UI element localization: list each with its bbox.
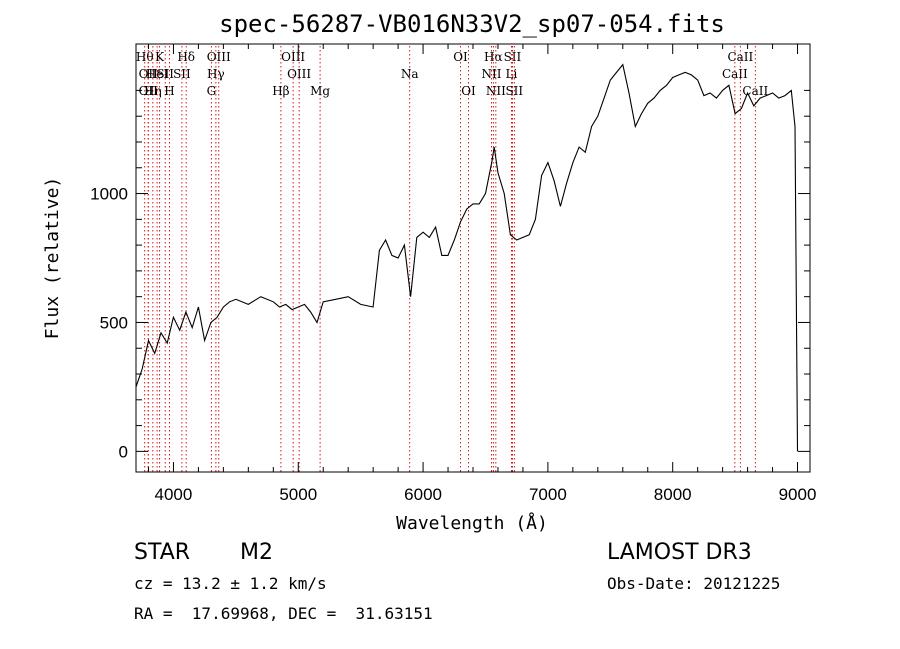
spectral-line-label: NII	[486, 84, 506, 98]
spectral-line-label: Hβ	[272, 84, 289, 98]
spectral-line-label: CaII	[722, 67, 748, 81]
axis-ticks: 4000 5000 6000 7000 8000 9000 0 500 1000	[90, 44, 816, 504]
spectral-line-label: SII	[173, 67, 191, 81]
spectral-line-label: Hγ	[207, 67, 225, 81]
spectral-line-label: Mg	[310, 84, 330, 98]
spectral-line-label: HeI	[146, 67, 169, 81]
x-tick-label: 6000	[404, 485, 442, 504]
spectral-line-label: Hθ	[136, 50, 154, 64]
y-tick-label: 500	[100, 313, 128, 332]
spectral-line-label: Hα	[484, 50, 503, 64]
x-tick-label: 5000	[279, 485, 317, 504]
observation-date: Obs-Date: 20121225	[607, 574, 781, 593]
chart-title: spec-56287-VB016N33V2_sp07-054.fits	[219, 10, 725, 38]
spectral-line-label: Na	[401, 67, 419, 81]
spectral-line-label: OIII	[281, 50, 305, 64]
survey-name: LAMOST DR3	[607, 540, 752, 565]
spectral-line-label: CaII	[727, 50, 753, 64]
spectrum-line	[135, 63, 799, 452]
x-tick-label: 8000	[654, 485, 692, 504]
y-tick-label: 1000	[90, 185, 128, 204]
spectral-line-label: K	[155, 50, 165, 64]
spectral-line-label: G	[207, 84, 217, 98]
spectral-line-label: SII	[156, 67, 174, 81]
x-axis-label: Wavelength (Å)	[396, 512, 548, 534]
plot-frame	[135, 43, 811, 473]
x-tick-label: 9000	[779, 485, 817, 504]
x-tick-label: 7000	[529, 485, 567, 504]
spectral-line-label: SII	[505, 84, 523, 98]
object-class: STAR	[134, 540, 191, 565]
y-axis-label: Flux (relative)	[42, 177, 63, 340]
spectral-line-label: Hδ	[177, 50, 195, 64]
spectral-line-label: Li	[506, 67, 518, 81]
spectral-line-label: H	[164, 84, 174, 98]
sky-coordinates: RA = 17.69968, DEC = 31.63151	[134, 604, 433, 623]
spectral-line-label: CaII	[742, 84, 768, 98]
spectrum-chart: spec-56287-VB016N33V2_sp07-054.fits Hθ OI…	[42, 10, 816, 534]
spectral-line-label: OI	[461, 84, 476, 98]
object-subclass: M2	[240, 540, 273, 565]
spectral-line-label: NII	[481, 67, 501, 81]
spectral-line-label: Hη	[144, 84, 162, 98]
x-tick-label: 4000	[155, 485, 193, 504]
y-tick-label: 0	[119, 442, 128, 461]
spectral-line-label: OIII	[207, 50, 231, 64]
spectral-line-label: OIII	[287, 67, 311, 81]
spectral-line-label: OI	[453, 50, 468, 64]
redshift-value: cz = 13.2 ± 1.2 km/s	[134, 574, 327, 593]
spectral-line-label: SII	[504, 50, 522, 64]
